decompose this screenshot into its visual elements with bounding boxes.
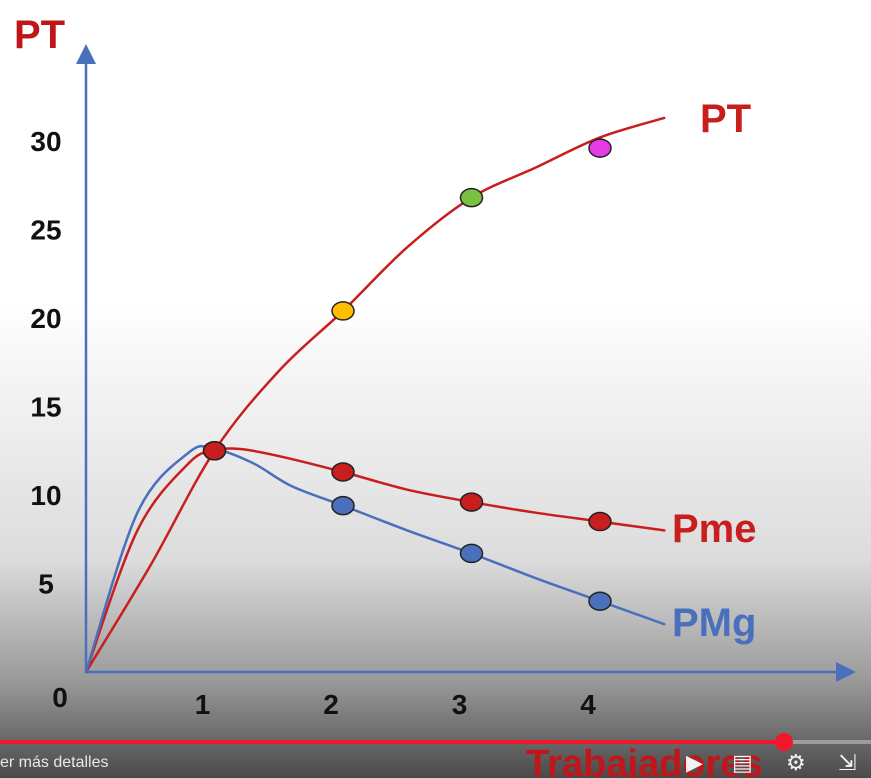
x-tick-label-1: 1: [195, 689, 211, 720]
exit-fullscreen-icon[interactable]: ⇲: [838, 751, 857, 776]
y-tick-label-25: 25: [30, 215, 61, 246]
y-tick-label-10: 10: [30, 480, 61, 511]
y-tick-label-30: 30: [30, 126, 61, 157]
y-axis-title: PT: [14, 13, 65, 57]
data-point-pme-2: [331, 462, 355, 482]
series-label-pmg: PMg: [672, 601, 756, 645]
data-point-pme-3: [459, 492, 484, 512]
y-tick-label-20: 20: [30, 303, 61, 334]
series-line-pmg: [84, 444, 666, 674]
data-point-pme-4: [588, 511, 612, 532]
data-point-pmg-4: [588, 591, 612, 611]
progress-fill: [0, 740, 784, 744]
x-tick-label-2: 2: [323, 689, 339, 720]
origin-label: 0: [52, 682, 68, 713]
play-circle-icon[interactable]: ▶: [686, 751, 703, 776]
y-tick-labels: 5 10 15 20 25 30: [30, 126, 61, 600]
y-tick-label-15: 15: [30, 392, 61, 423]
series-label-pme: Pme: [672, 507, 757, 551]
axes: [76, 44, 856, 682]
subtitles-icon[interactable]: ▤: [732, 751, 753, 776]
gear-icon[interactable]: ⚙: [786, 751, 806, 776]
y-tick-label-5: 5: [38, 569, 54, 600]
data-point-pmg-3: [459, 543, 484, 564]
x-tick-label-3: 3: [452, 689, 468, 720]
data-point-pt-3: [459, 187, 484, 208]
series-labels: PT Pme PMg: [672, 97, 757, 645]
data-point-pmg-2: [331, 495, 355, 516]
data-point-pt-4: [588, 138, 612, 158]
x-axis-title: Trabajadores: [526, 743, 763, 778]
progress-scrubber-handle[interactable]: [774, 733, 793, 751]
series-line-pme: [84, 447, 666, 674]
data-point-pt-2: [331, 301, 355, 321]
data-point-pme-1: [202, 441, 227, 461]
series-layer: [84, 116, 666, 674]
x-tick-labels: 1 2 3 4: [195, 689, 597, 720]
details-link[interactable]: er más detalles: [0, 754, 109, 771]
video-control-bar: er más detalles ▶ ▤ ⚙ ⇲: [0, 733, 871, 778]
series-line-pt: [84, 116, 666, 674]
series-label-pt: PT: [700, 97, 751, 141]
x-tick-label-4: 4: [580, 689, 596, 720]
